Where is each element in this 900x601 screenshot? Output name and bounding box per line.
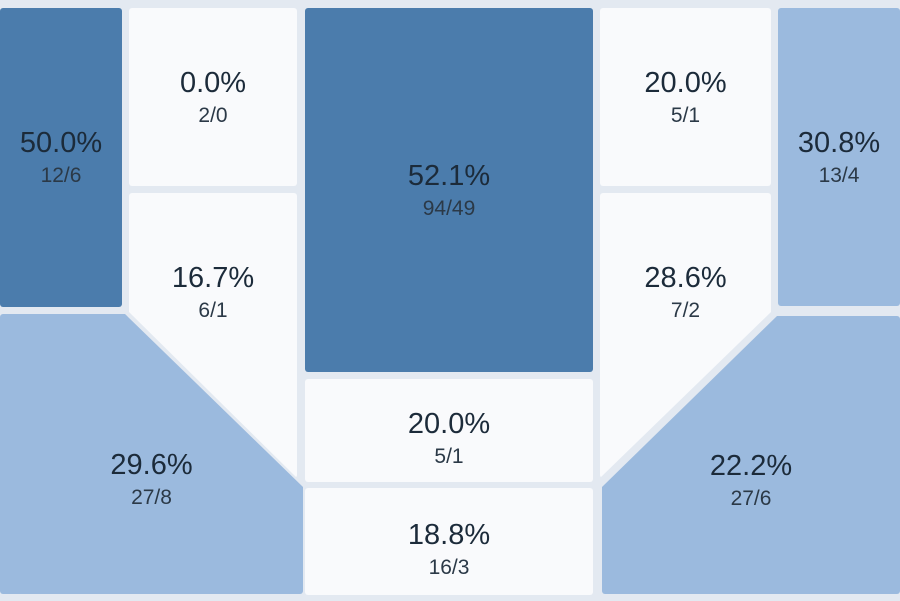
zone-pct: 0.0% (179, 66, 247, 99)
zone-top-of-key-three: 18.8% 16/3 (305, 488, 593, 595)
zone-shots: 27/8 (131, 485, 172, 509)
zone-free-throw-mid: 20.0% 5/1 (305, 379, 593, 482)
zone-shots: 6/1 (198, 299, 228, 322)
zone-pct: 50.0% (19, 127, 103, 159)
zone-left-corner-mid: 50.0% 12/6 (0, 8, 122, 307)
zone-shots: 27/6 (730, 486, 772, 510)
zone-pct: 30.8% (797, 126, 881, 159)
zone-shots: 16/3 (428, 556, 470, 579)
zone-paint: 52.1% 94/49 (305, 8, 593, 372)
zone-shots: 5/1 (670, 103, 701, 127)
zone-shots: 13/4 (818, 163, 860, 187)
zone-pct: 20.0% (644, 66, 727, 99)
zone-shots: 94/49 (422, 196, 476, 220)
zone-left-baseline-mid: 0.0% 2/0 (129, 8, 297, 186)
zone-shots: 7/2 (670, 299, 701, 322)
zone-pct: 20.0% (407, 408, 491, 440)
zone-right-wing-mid: 28.6% 7/2 (600, 193, 771, 478)
zone-right-corner-mid: 30.8% 13/4 (778, 8, 900, 306)
zone-right-baseline-mid: 20.0% 5/1 (600, 8, 771, 186)
zone-pct: 52.1% (407, 159, 491, 192)
zone-pct: 29.6% (110, 448, 193, 481)
zone-shots: 2/0 (198, 103, 228, 127)
zone-pct: 28.6% (644, 262, 727, 294)
zone-shots: 12/6 (40, 164, 82, 187)
zone-pct: 16.7% (171, 262, 255, 294)
zone-pct: 22.2% (709, 449, 793, 482)
zone-shots: 5/1 (434, 445, 464, 468)
zone-pct: 18.8% (407, 519, 491, 551)
